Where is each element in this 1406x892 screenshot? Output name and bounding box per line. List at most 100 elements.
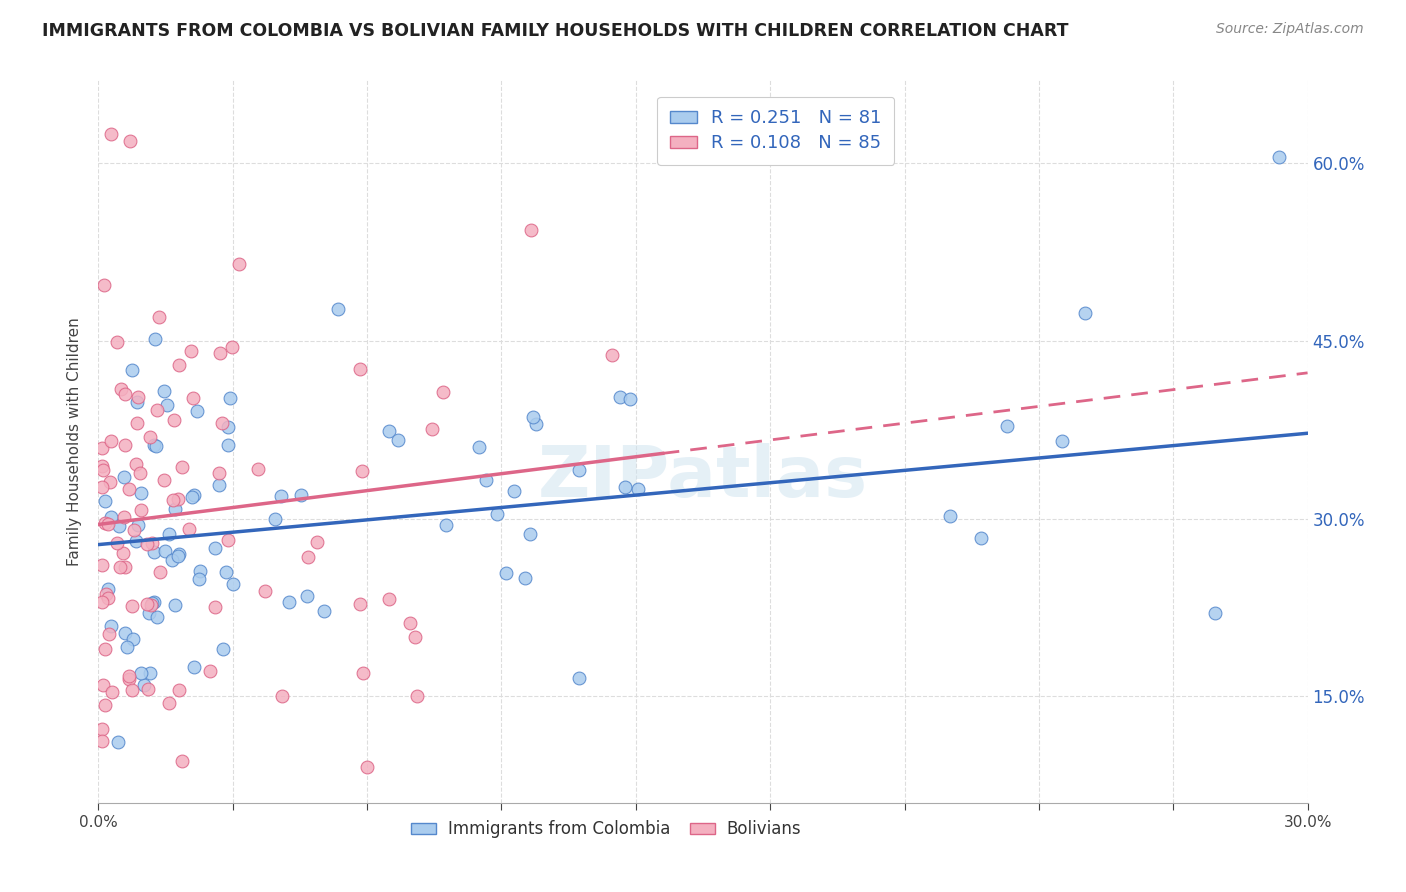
- Point: [118, 672, 141, 686]
- Point: [148, 310, 170, 325]
- Point: [153, 544, 176, 558]
- Point: [93, 641, 115, 656]
- Point: [167, 491, 190, 506]
- Point: [122, 632, 145, 646]
- Point: [609, 390, 631, 404]
- Point: [145, 403, 167, 417]
- Point: [153, 384, 176, 399]
- Point: [125, 457, 148, 471]
- Point: [167, 358, 190, 372]
- Point: [475, 473, 498, 487]
- Point: [91, 678, 114, 692]
- Point: [136, 537, 159, 551]
- Point: [167, 683, 190, 698]
- Point: [600, 348, 623, 362]
- Point: [1050, 434, 1073, 448]
- Point: [93, 698, 115, 713]
- Point: [118, 482, 141, 496]
- Point: [97, 591, 120, 605]
- Point: [312, 604, 335, 618]
- Point: [98, 627, 121, 641]
- Point: [91, 480, 114, 494]
- Point: [136, 681, 159, 696]
- Y-axis label: Family Households with Children: Family Households with Children: [67, 318, 83, 566]
- Point: [143, 594, 166, 608]
- Point: [138, 606, 160, 620]
- Point: [117, 640, 139, 654]
- Point: [356, 759, 378, 773]
- Point: [170, 459, 193, 474]
- Point: [219, 392, 242, 406]
- Point: [180, 343, 202, 358]
- Point: [217, 419, 239, 434]
- Point: [107, 519, 129, 533]
- Point: [91, 458, 114, 473]
- Point: [97, 516, 120, 531]
- Point: [125, 533, 148, 548]
- Point: [129, 486, 152, 500]
- Point: [183, 660, 205, 674]
- Point: [432, 385, 454, 400]
- Point: [100, 127, 122, 141]
- Legend: Immigrants from Colombia, Bolivians: Immigrants from Colombia, Bolivians: [405, 814, 808, 845]
- Point: [114, 387, 136, 401]
- Point: [132, 677, 155, 691]
- Point: [127, 518, 149, 533]
- Point: [290, 488, 312, 502]
- Point: [270, 689, 292, 703]
- Point: [122, 524, 145, 538]
- Point: [167, 547, 190, 561]
- Point: [163, 502, 186, 516]
- Point: [186, 404, 208, 418]
- Point: [180, 490, 202, 504]
- Point: [519, 223, 541, 237]
- Point: [350, 464, 373, 478]
- Point: [117, 669, 139, 683]
- Point: [204, 600, 226, 615]
- Point: [125, 394, 148, 409]
- Point: [101, 685, 124, 699]
- Point: [112, 470, 135, 484]
- Point: [222, 577, 245, 591]
- Text: IMMIGRANTS FROM COLOMBIA VS BOLIVIAN FAMILY HOUSEHOLDS WITH CHILDREN CORRELATION: IMMIGRANTS FROM COLOMBIA VS BOLIVIAN FAM…: [42, 22, 1069, 40]
- Point: [138, 430, 160, 444]
- Point: [522, 410, 544, 425]
- Point: [129, 503, 152, 517]
- Point: [515, 571, 537, 585]
- Point: [485, 507, 508, 521]
- Point: [100, 434, 122, 449]
- Point: [297, 550, 319, 565]
- Point: [94, 587, 117, 601]
- Point: [349, 362, 371, 376]
- Point: [136, 597, 159, 611]
- Point: [128, 466, 150, 480]
- Point: [352, 666, 374, 681]
- Point: [149, 566, 172, 580]
- Point: [187, 572, 209, 586]
- Point: [221, 340, 243, 354]
- Point: [129, 665, 152, 680]
- Point: [120, 134, 142, 148]
- Point: [143, 545, 166, 559]
- Point: [143, 333, 166, 347]
- Point: [404, 630, 426, 644]
- Point: [162, 553, 184, 567]
- Point: [181, 391, 204, 405]
- Point: [91, 733, 114, 747]
- Point: [503, 484, 526, 499]
- Point: [305, 535, 328, 549]
- Point: [349, 597, 371, 611]
- Point: [204, 541, 226, 556]
- Point: [215, 565, 238, 579]
- Point: [114, 560, 136, 574]
- Point: [98, 475, 121, 489]
- Point: [114, 625, 136, 640]
- Point: [112, 510, 135, 524]
- Point: [112, 546, 135, 560]
- Point: [568, 671, 591, 685]
- Point: [217, 438, 239, 452]
- Point: [406, 690, 429, 704]
- Point: [91, 441, 114, 455]
- Point: [121, 683, 143, 698]
- Point: [295, 589, 318, 603]
